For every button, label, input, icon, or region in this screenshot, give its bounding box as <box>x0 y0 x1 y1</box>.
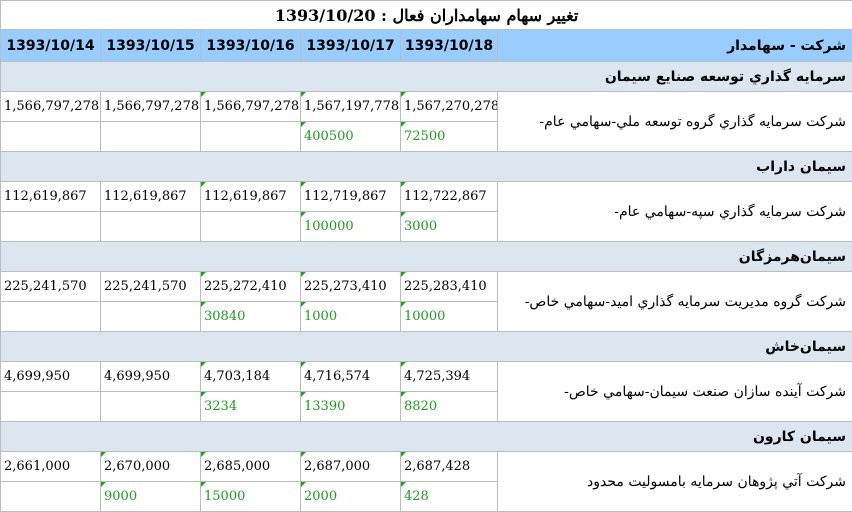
change-value: 15000 <box>201 482 301 512</box>
holding-value: 2,670,000 <box>101 452 201 482</box>
shareholder-name: شركت گروه مديريت سرمايه گذاري اميد-سهامي… <box>498 272 852 332</box>
holding-value: 4,699,950 <box>101 362 201 392</box>
change-value <box>1 482 101 512</box>
header-row: 1393/10/14 1393/10/15 1393/10/16 1393/10… <box>1 30 852 62</box>
table-row: 112,619,867 112,619,867 112,619,867 112,… <box>1 182 852 212</box>
holding-value: 112,619,867 <box>1 182 101 212</box>
holding-value: 1,566,797,278 <box>101 92 201 122</box>
change-value: 9000 <box>101 482 201 512</box>
holding-value: 4,703,184 <box>201 362 301 392</box>
shareholder-name: شركت سرمايه گذاري گروه توسعه ملي-سهامي ع… <box>498 92 852 152</box>
company-name: سيمان‌هرمزگان <box>1 242 852 272</box>
date-header: 1393/10/18 <box>401 30 498 62</box>
holding-value: 225,283,410 <box>401 272 498 302</box>
table-title: تغییر سهام سهامداران فعال : 1393/10/20 <box>1 1 852 30</box>
holding-value: 4,699,950 <box>1 362 101 392</box>
change-value: 30840 <box>201 302 301 332</box>
company-name: سيمان داراب <box>1 152 852 182</box>
company-name: سيمان كارون <box>1 422 852 452</box>
holding-value: 112,719,867 <box>301 182 401 212</box>
holding-value: 112,619,867 <box>201 182 301 212</box>
holding-value: 112,619,867 <box>101 182 201 212</box>
change-value <box>201 122 301 152</box>
holding-value: 225,273,410 <box>301 272 401 302</box>
change-value <box>101 212 201 242</box>
holding-value: 2,687,000 <box>301 452 401 482</box>
holding-value: 225,241,570 <box>101 272 201 302</box>
table-row: 2,661,000 2,670,000 2,685,000 2,687,000 … <box>1 452 852 482</box>
date-header: 1393/10/17 <box>301 30 401 62</box>
shareholder-name: شركت آينده سازان صنعت سيمان-سهامي خاص- <box>498 362 852 422</box>
holding-value: 225,241,570 <box>1 272 101 302</box>
table-row: 4,699,950 4,699,950 4,703,184 4,716,574 … <box>1 362 852 392</box>
change-value <box>101 302 201 332</box>
holding-value: 1,566,797,278 <box>201 92 301 122</box>
change-value: 72500 <box>401 122 498 152</box>
holding-value: 1,567,270,278 <box>401 92 498 122</box>
change-value: 2000 <box>301 482 401 512</box>
shareholder-name: شركت آتي پژوهان سرمايه بامسوليت محدود <box>498 452 852 512</box>
company-name: سيمان‌خاش <box>1 332 852 362</box>
change-value: 10000 <box>401 302 498 332</box>
change-value: 400500 <box>301 122 401 152</box>
holding-value: 1,567,197,778 <box>301 92 401 122</box>
change-value <box>101 392 201 422</box>
company-holder-header: شرکت - سهامدار <box>498 30 852 62</box>
table-row: 225,241,570 225,241,570 225,272,410 225,… <box>1 272 852 302</box>
change-value <box>1 122 101 152</box>
date-header: 1393/10/16 <box>201 30 301 62</box>
company-name: سرمايه گذاري توسعه صنايع سيمان <box>1 62 852 92</box>
holding-value: 2,661,000 <box>1 452 101 482</box>
holding-value: 4,716,574 <box>301 362 401 392</box>
change-value: 8820 <box>401 392 498 422</box>
table-row: 1,566,797,278 1,566,797,278 1,566,797,27… <box>1 92 852 122</box>
change-value: 428 <box>401 482 498 512</box>
change-value <box>1 302 101 332</box>
holding-value: 4,725,394 <box>401 362 498 392</box>
change-value: 1000 <box>301 302 401 332</box>
change-value: 3000 <box>401 212 498 242</box>
change-value: 3234 <box>201 392 301 422</box>
shareholder-name: شركت سرمايه گذاري سپه-سهامي عام- <box>498 182 852 242</box>
date-header: 1393/10/15 <box>101 30 201 62</box>
holding-value: 2,687,428 <box>401 452 498 482</box>
date-header: 1393/10/14 <box>1 30 101 62</box>
change-value <box>1 392 101 422</box>
holding-value: 1,566,797,278 <box>1 92 101 122</box>
holding-value: 112,722,867 <box>401 182 498 212</box>
holding-value: 225,272,410 <box>201 272 301 302</box>
change-value <box>101 122 201 152</box>
change-value <box>1 212 101 242</box>
holding-value: 2,685,000 <box>201 452 301 482</box>
change-value: 13390 <box>301 392 401 422</box>
change-value: 100000 <box>301 212 401 242</box>
change-value <box>201 212 301 242</box>
